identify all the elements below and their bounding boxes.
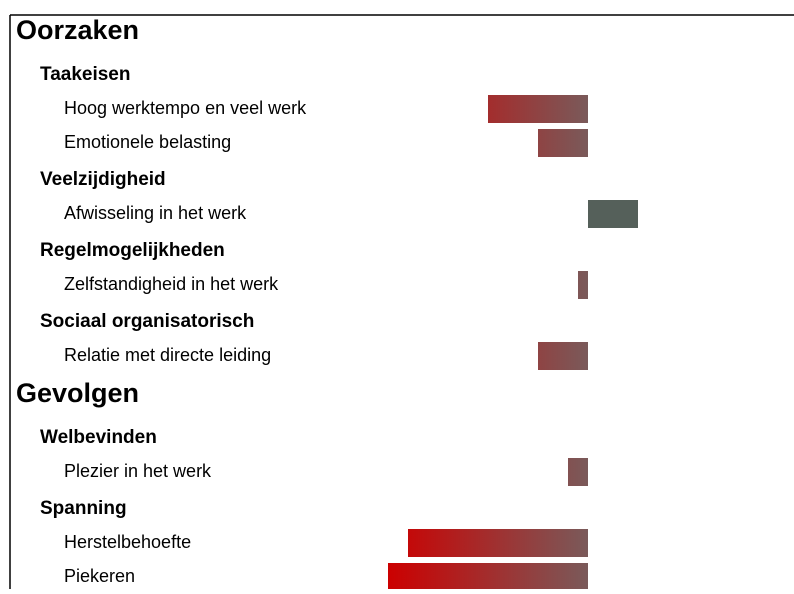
group-title: Spanning — [40, 498, 127, 519]
group-title: Veelzijdigheid — [40, 169, 166, 190]
bar — [488, 95, 588, 123]
bar — [388, 563, 588, 591]
bar — [568, 458, 588, 486]
bar — [538, 129, 588, 157]
group-title: Welbevinden — [40, 427, 157, 448]
bar — [578, 271, 588, 299]
section-title: Gevolgen — [16, 378, 139, 408]
group-title: Taakeisen — [40, 64, 130, 85]
item-label: Herstelbehoefte — [64, 532, 191, 552]
item-label: Relatie met directe leiding — [64, 345, 271, 365]
bar — [538, 342, 588, 370]
item-label: Piekeren — [64, 566, 135, 586]
section-title: Oorzaken — [16, 15, 139, 45]
item-label: Hoog werktempo en veel werk — [64, 98, 307, 118]
item-label: Afwisseling in het werk — [64, 203, 247, 223]
bar — [588, 200, 638, 228]
group-title: Regelmogelijkheden — [40, 240, 225, 261]
item-label: Zelfstandigheid in het werk — [64, 274, 279, 294]
item-label: Plezier in het werk — [64, 461, 212, 481]
bar — [408, 529, 588, 557]
item-label: Emotionele belasting — [64, 132, 231, 152]
group-title: Sociaal organisatorisch — [40, 311, 254, 332]
